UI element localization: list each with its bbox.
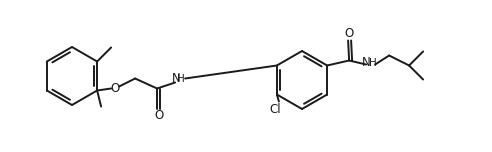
Text: N: N bbox=[362, 56, 370, 69]
Text: O: O bbox=[344, 27, 354, 40]
Text: H: H bbox=[369, 57, 377, 67]
Text: Cl: Cl bbox=[269, 103, 281, 116]
Text: O: O bbox=[111, 82, 120, 95]
Text: N: N bbox=[172, 72, 181, 85]
Text: H: H bbox=[177, 74, 185, 83]
Text: O: O bbox=[154, 109, 163, 122]
